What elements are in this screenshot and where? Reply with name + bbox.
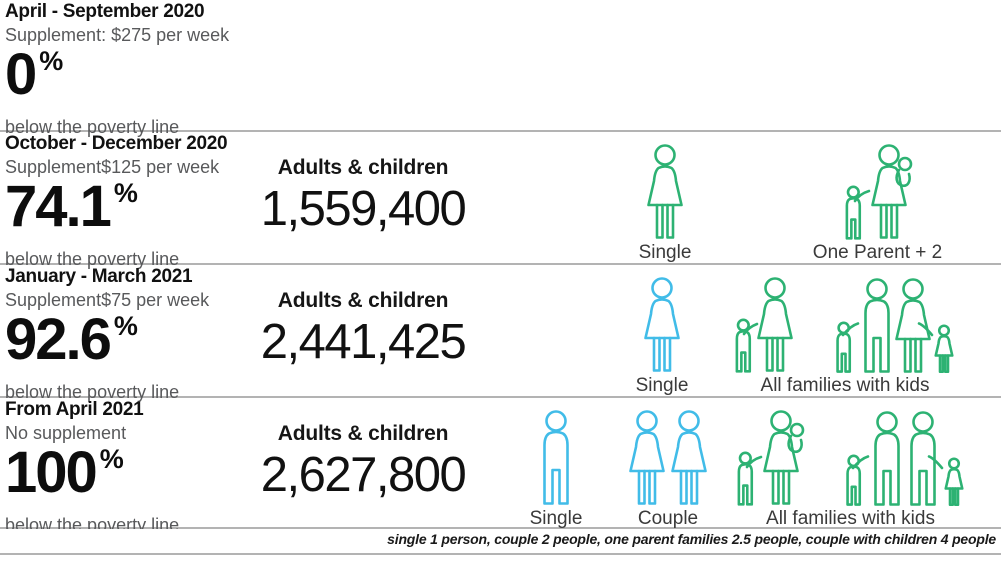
household-label: Single	[638, 242, 692, 263]
one-parent-two-kids-icon	[737, 410, 804, 506]
household-single: Single	[512, 410, 600, 529]
period-summary: October - December 2020 Supplement$125 p…	[5, 133, 255, 269]
percent-sign: %	[39, 46, 64, 76]
percent-below-poverty: 92.6%	[5, 311, 255, 379]
adults-children-label: Adults & children	[277, 156, 449, 179]
footnote-bar: single 1 person, couple 2 people, one pa…	[0, 529, 1001, 555]
period-summary: January - March 2021 Supplement$75 per w…	[5, 266, 255, 402]
household-label: Couple	[637, 508, 699, 529]
single-woman-icon	[647, 144, 683, 239]
household-label: All families with kids	[766, 508, 935, 529]
period-row-from-apr-2021: From April 2021 No supplement 100% below…	[0, 398, 1001, 535]
below-poverty-label: below the poverty line	[5, 249, 180, 269]
supplement-text: Supplement$75 per week	[5, 290, 210, 310]
period-title: October - December 2020	[5, 133, 228, 154]
adults-children-stat: Adults & children 2,627,800	[252, 421, 474, 501]
household-one-parent-two: One Parent + 2	[795, 144, 960, 263]
period-title: From April 2021	[5, 399, 144, 420]
period-title: January - March 2021	[5, 266, 193, 287]
period-row-jan-mar-2021: January - March 2021 Supplement$75 per w…	[0, 265, 1001, 402]
period-summary: April - September 2020 Supplement: $275 …	[5, 1, 255, 137]
supplement-text: No supplement	[5, 423, 127, 443]
household-label: All families with kids	[760, 375, 930, 396]
household-size-footnote: single 1 person, couple 2 people, one pa…	[387, 531, 996, 547]
household-single: Single	[597, 277, 727, 396]
family-of-four-icon	[836, 278, 953, 373]
couple-women-icon	[629, 410, 707, 505]
percent-sign: %	[113, 178, 138, 208]
adults-children-label: Adults & children	[277, 422, 449, 445]
parent-child-icon	[736, 277, 793, 373]
period-title: April - September 2020	[5, 1, 205, 22]
adults-children-value: 1,559,400	[260, 182, 467, 236]
single-man-icon	[543, 410, 569, 505]
percent-sign: %	[99, 444, 124, 474]
percent-below-poverty: 74.1%	[5, 178, 255, 246]
household-single: Single	[600, 144, 730, 263]
household-label: Single	[635, 375, 689, 396]
household-all-families: All families with kids	[715, 277, 975, 396]
family-of-four-icon	[846, 411, 963, 506]
supplement-text: Supplement$125 per week	[5, 157, 220, 177]
period-summary: From April 2021 No supplement 100% below…	[5, 399, 255, 535]
below-poverty-label: below the poverty line	[5, 117, 180, 137]
period-row-apr-sep-2020: April - September 2020 Supplement: $275 …	[0, 0, 1001, 137]
adults-children-label: Adults & children	[277, 289, 449, 312]
household-all-families: All families with kids	[723, 410, 978, 529]
period-row-oct-dec-2020: October - December 2020 Supplement$125 p…	[0, 132, 1001, 269]
adults-children-stat: Adults & children 2,441,425	[252, 288, 474, 368]
adults-children-value: 2,627,800	[260, 448, 467, 502]
household-label: Single	[529, 508, 583, 529]
single-woman-icon	[644, 277, 680, 372]
below-poverty-label: below the poverty line	[5, 382, 180, 402]
percent-sign: %	[113, 311, 138, 341]
percent-below-poverty: 0%	[5, 46, 255, 114]
one-parent-two-kids-icon	[845, 144, 912, 240]
supplement-text: Supplement: $275 per week	[5, 25, 230, 45]
percent-below-poverty: 100%	[5, 444, 255, 512]
household-label: One Parent + 2	[812, 242, 943, 263]
adults-children-stat: Adults & children 1,559,400	[252, 155, 474, 235]
household-couple: Couple	[623, 410, 713, 529]
adults-children-value: 2,441,425	[260, 315, 467, 369]
